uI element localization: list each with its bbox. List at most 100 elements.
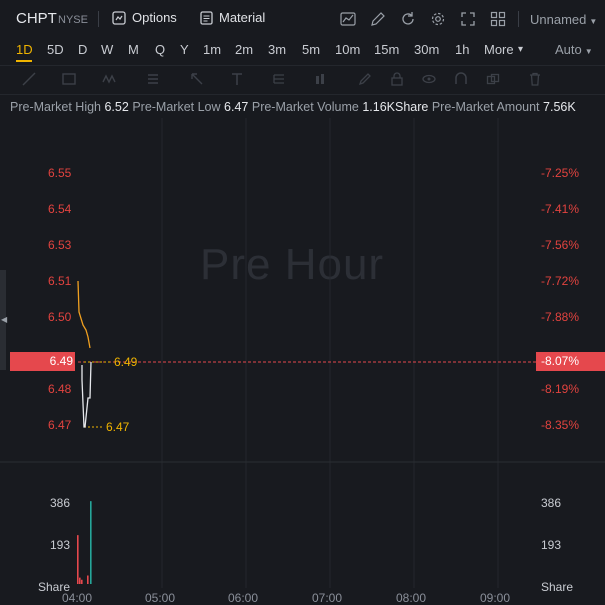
collapse-arrow-icon: ◀ [1, 315, 8, 324]
fib-icon[interactable] [272, 72, 286, 86]
time-tick-label: 06:00 [228, 591, 259, 605]
drawing-toolbar [0, 65, 605, 95]
magnet-icon[interactable] [454, 72, 468, 86]
tab-timeframe-y[interactable]: Y [180, 42, 189, 57]
tab-timeframe-q[interactable]: Q [155, 42, 166, 57]
price-tick-label: 6.55 [48, 166, 72, 180]
current-percent-tag: -8.07% [536, 352, 605, 371]
tab-timeframe-more[interactable]: More [484, 42, 514, 57]
lock-icon[interactable] [390, 72, 404, 86]
layout-name-dropdown[interactable]: Unnamed ▼ [530, 12, 597, 27]
caret-down-icon: ▾ [518, 44, 524, 55]
timeframe-bar: 1D 5D D W M Q Y 1m 2m 3m 5m 10m 15m 30m 1h More ▾ [0, 38, 605, 62]
document-icon [200, 10, 213, 25]
scale-mode-dropdown[interactable]: Auto ▼ [555, 42, 593, 57]
tab-timeframe-d[interactable]: D [78, 42, 88, 57]
time-tick-label: 07:00 [312, 591, 343, 605]
divider [98, 11, 99, 27]
tab-timeframe-w[interactable]: W [101, 42, 114, 57]
premarket-low-label: Pre-Market Low [132, 100, 221, 114]
wave-icon[interactable] [102, 72, 116, 86]
layout-grid-icon[interactable] [490, 11, 506, 27]
eye-icon[interactable] [422, 72, 436, 86]
volume-unit-left: Share [38, 580, 71, 594]
premarket-amount-value: 7.56K [543, 100, 576, 114]
tab-timeframe-5d[interactable]: 5D [47, 42, 64, 57]
arrow-icon[interactable] [190, 72, 204, 86]
chart-watermark: Pre Hour [200, 240, 385, 289]
price-tick-label: 6.47 [48, 418, 72, 432]
volume-bar [77, 535, 79, 584]
volume-tick-left: 193 [50, 538, 71, 552]
volume-bars [77, 501, 92, 584]
trash-icon[interactable] [528, 72, 542, 86]
tab-timeframe-3m[interactable]: 3m [268, 42, 287, 57]
time-tick-label: 05:00 [145, 591, 176, 605]
fullscreen-icon[interactable] [460, 11, 476, 27]
premarket-low-value: 6.47 [224, 100, 249, 114]
volume-bar [87, 575, 89, 584]
text-tool-icon[interactable] [230, 72, 244, 86]
bar-pattern-icon[interactable] [314, 72, 328, 86]
tab-timeframe-1m[interactable]: 1m [203, 42, 222, 57]
pencil-icon[interactable] [358, 72, 372, 86]
price-tick-label: 6.53 [48, 238, 72, 252]
trend-line-icon[interactable] [22, 72, 36, 86]
percent-tick-label: -7.56% [541, 238, 580, 252]
price-tick-label: 6.48 [48, 382, 72, 396]
tab-timeframe-15m[interactable]: 15m [374, 42, 400, 57]
percent-tick-label: -7.41% [541, 202, 580, 216]
premarket-high-value: 6.52 [104, 100, 129, 114]
caret-down-icon: ▼ [589, 17, 598, 26]
premarket-amount-label: Pre-Market Amount [431, 100, 540, 114]
material-label: Material [219, 10, 266, 25]
tab-timeframe-m[interactable]: M [128, 42, 139, 57]
premarket-volume-label: Pre-Market Volume [251, 100, 359, 114]
link-icon[interactable] [486, 72, 500, 86]
volume-tick-left: 386 [50, 496, 71, 510]
material-button[interactable]: Material [200, 10, 265, 25]
settings-gear-icon[interactable] [430, 11, 446, 27]
current-price-tag: 6.49 [10, 352, 75, 371]
premarket-high-label: Pre-Market High [10, 100, 101, 114]
rectangle-icon[interactable] [62, 72, 76, 86]
chart-gridlines [161, 118, 499, 588]
volume-bar [79, 577, 81, 584]
options-icon [112, 10, 126, 25]
caret-down-icon: ▼ [584, 47, 593, 56]
tab-timeframe-30m[interactable]: 30m [414, 42, 440, 57]
refresh-icon[interactable] [400, 11, 416, 27]
edit-icon[interactable] [370, 11, 386, 27]
chart-type-icon[interactable] [340, 11, 356, 27]
volume-bar [81, 579, 83, 584]
tab-timeframe-1d[interactable]: 1D [16, 42, 33, 57]
percent-tick-label: -8.19% [541, 382, 580, 396]
volume-tick-right: 386 [541, 496, 562, 510]
tab-timeframe-1h[interactable]: 1h [455, 42, 470, 57]
options-button[interactable]: Options [112, 10, 177, 25]
active-timeframe-underline [16, 60, 32, 62]
percent-tick-label: -7.72% [541, 274, 580, 288]
layout-name: Unnamed [530, 12, 587, 27]
price-tick-label: 6.50 [48, 310, 72, 324]
time-tick-label: 09:00 [480, 591, 511, 605]
low-marker-label: 6.47 [106, 420, 130, 434]
tab-timeframe-10m[interactable]: 10m [335, 42, 361, 57]
premarket-info-bar: Pre-Market High 6.52 Pre-Market Low 6.47… [10, 100, 576, 114]
premarket-volume-value: 1.16KShare [362, 100, 429, 114]
price-series [77, 280, 92, 428]
volume-unit-right: Share [541, 580, 574, 594]
text-lines-icon[interactable] [146, 72, 160, 86]
percent-tick-label: -8.35% [541, 418, 580, 432]
price-tick-label: 6.54 [48, 202, 72, 216]
high-marker-label: 6.49 [114, 355, 138, 369]
price-tick-label: 6.51 [48, 274, 72, 288]
tab-timeframe-5m[interactable]: 5m [302, 42, 321, 57]
left-panel-handle[interactable]: ◀ [0, 270, 8, 370]
volume-bar [90, 501, 92, 584]
ticker-symbol[interactable]: CHPT [16, 10, 57, 27]
series-line [81, 361, 92, 428]
percent-tick-label: -7.25% [541, 166, 580, 180]
tab-timeframe-2m[interactable]: 2m [235, 42, 254, 57]
